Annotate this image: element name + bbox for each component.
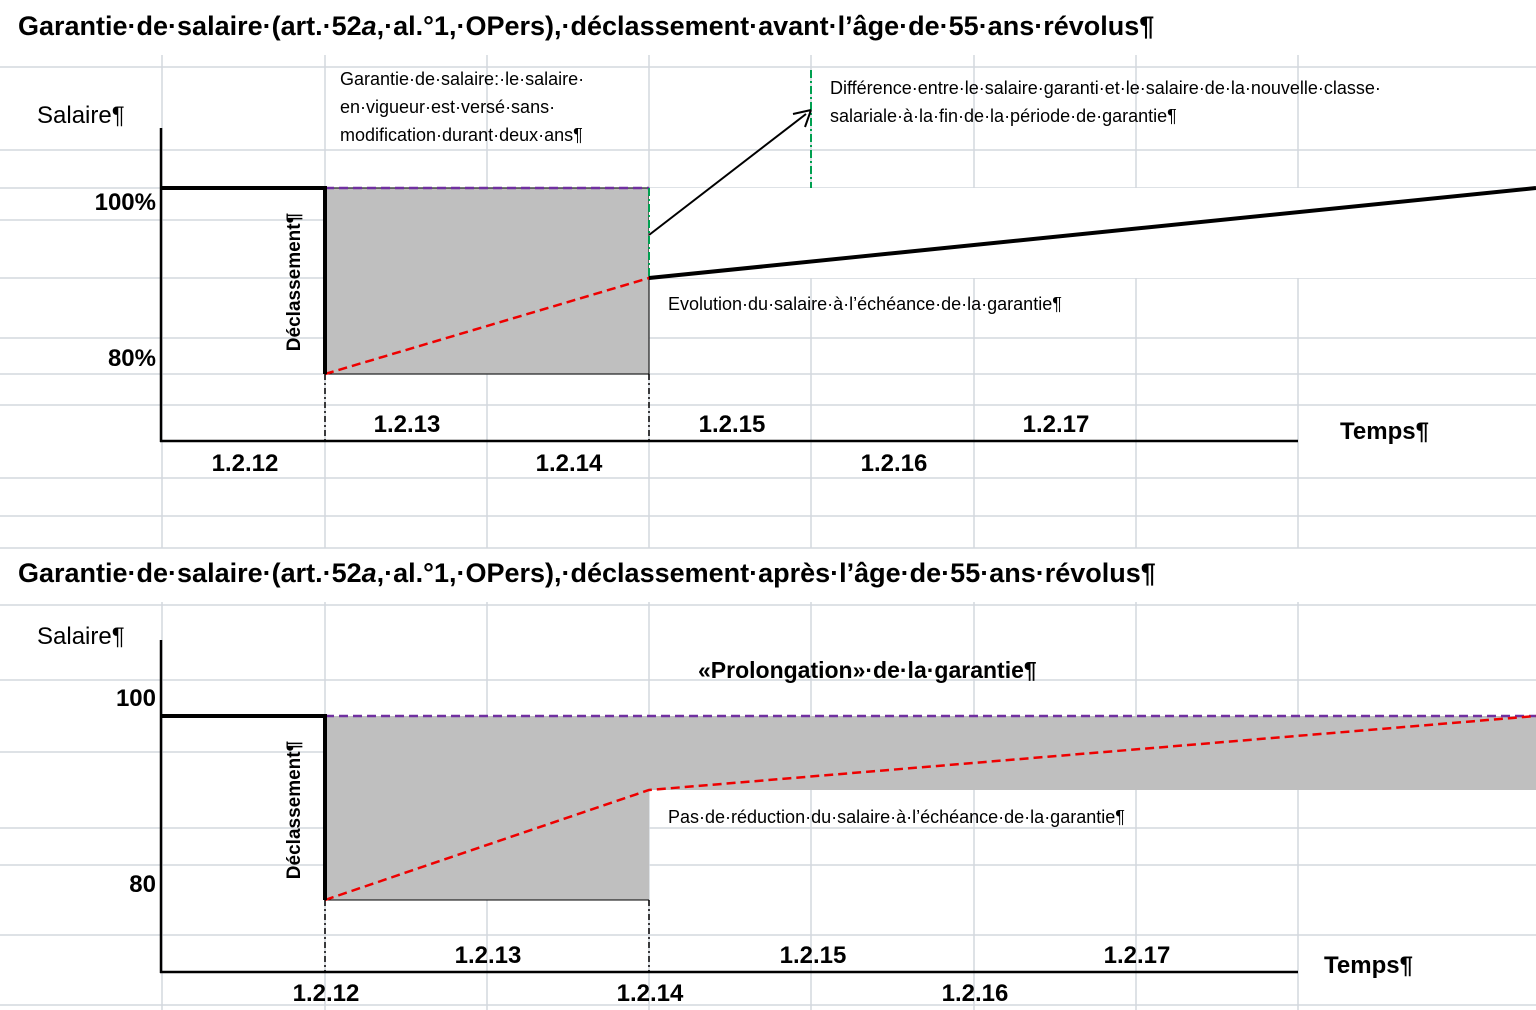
title-part: ,·al.°1,·OPers),·déclassement·avant·l’âg… [377, 11, 1155, 41]
y-axis-label: Salaire¶ [37, 102, 125, 129]
salary-evolution [324, 714, 1536, 902]
date-label: 1.2.17 [1023, 411, 1090, 438]
title: Garantie·de·salaire·(art.·52a,·al.°1,·OP… [18, 11, 1154, 41]
level-label: 80 [129, 871, 156, 898]
arrow [648, 113, 807, 236]
level-label: 80% [108, 345, 156, 372]
date-label: 1.2.12 [293, 980, 360, 1007]
guarantee-area [325, 716, 1536, 900]
background-grid [0, 55, 1536, 1010]
date-label: 1.2.12 [212, 450, 279, 477]
note: «Prolongation»·de·la·garantie¶ [698, 657, 1037, 683]
date-label: 1.2.13 [455, 942, 522, 969]
date-label: 1.2.17 [1104, 942, 1171, 969]
title-part: ,·al.°1,·OPers),·déclassement·après·l’âg… [377, 558, 1156, 588]
date-label: 1.2.15 [780, 942, 847, 969]
title: Garantie·de·salaire·(art.·52a,·al.°1,·OP… [18, 558, 1156, 588]
note: Pas·de·réduction·du·salaire·à·l’échéance… [668, 807, 1125, 827]
date-label: 1.2.14 [617, 980, 684, 1007]
downgrade-label: Déclassement¶ [284, 213, 305, 351]
title-part: Garantie·de·salaire·(art.·52 [18, 558, 362, 588]
date-label: 1.2.16 [861, 450, 928, 477]
note: Evolution·du·salaire·à·l’échéance·de·la·… [668, 294, 1062, 314]
x-axis-label: Temps¶ [1340, 418, 1429, 445]
y-axis-label: Salaire¶ [37, 623, 125, 650]
note: Garantie·de·salaire:·le·salaire· [340, 69, 584, 89]
note: en·vigueur·est·versé·sans· [340, 97, 555, 117]
level-label: 100 [116, 685, 156, 712]
title-part: a [362, 558, 377, 588]
title-part: a [362, 11, 377, 41]
note: modification·durant·deux·ans¶ [340, 125, 583, 145]
date-label: 1.2.16 [942, 980, 1009, 1007]
date-label: 1.2.14 [536, 450, 603, 477]
date-label: 1.2.15 [699, 411, 766, 438]
title-part: Garantie·de·salaire·(art.·52 [18, 11, 362, 41]
arrow-head [792, 109, 812, 128]
guarantee-area [324, 187, 650, 375]
level-label: 100% [95, 189, 156, 216]
salary-line [648, 186, 1536, 280]
date-label: 1.2.13 [374, 411, 441, 438]
note: Différence·entre·le·salaire·garanti·et·l… [830, 78, 1381, 98]
downgrade-label: Déclassement¶ [284, 741, 305, 879]
x-axis-label: Temps¶ [1324, 952, 1413, 979]
salary-evolution [324, 276, 650, 376]
note: salariale·à·la·fin·de·la·période·de·gara… [830, 106, 1177, 126]
